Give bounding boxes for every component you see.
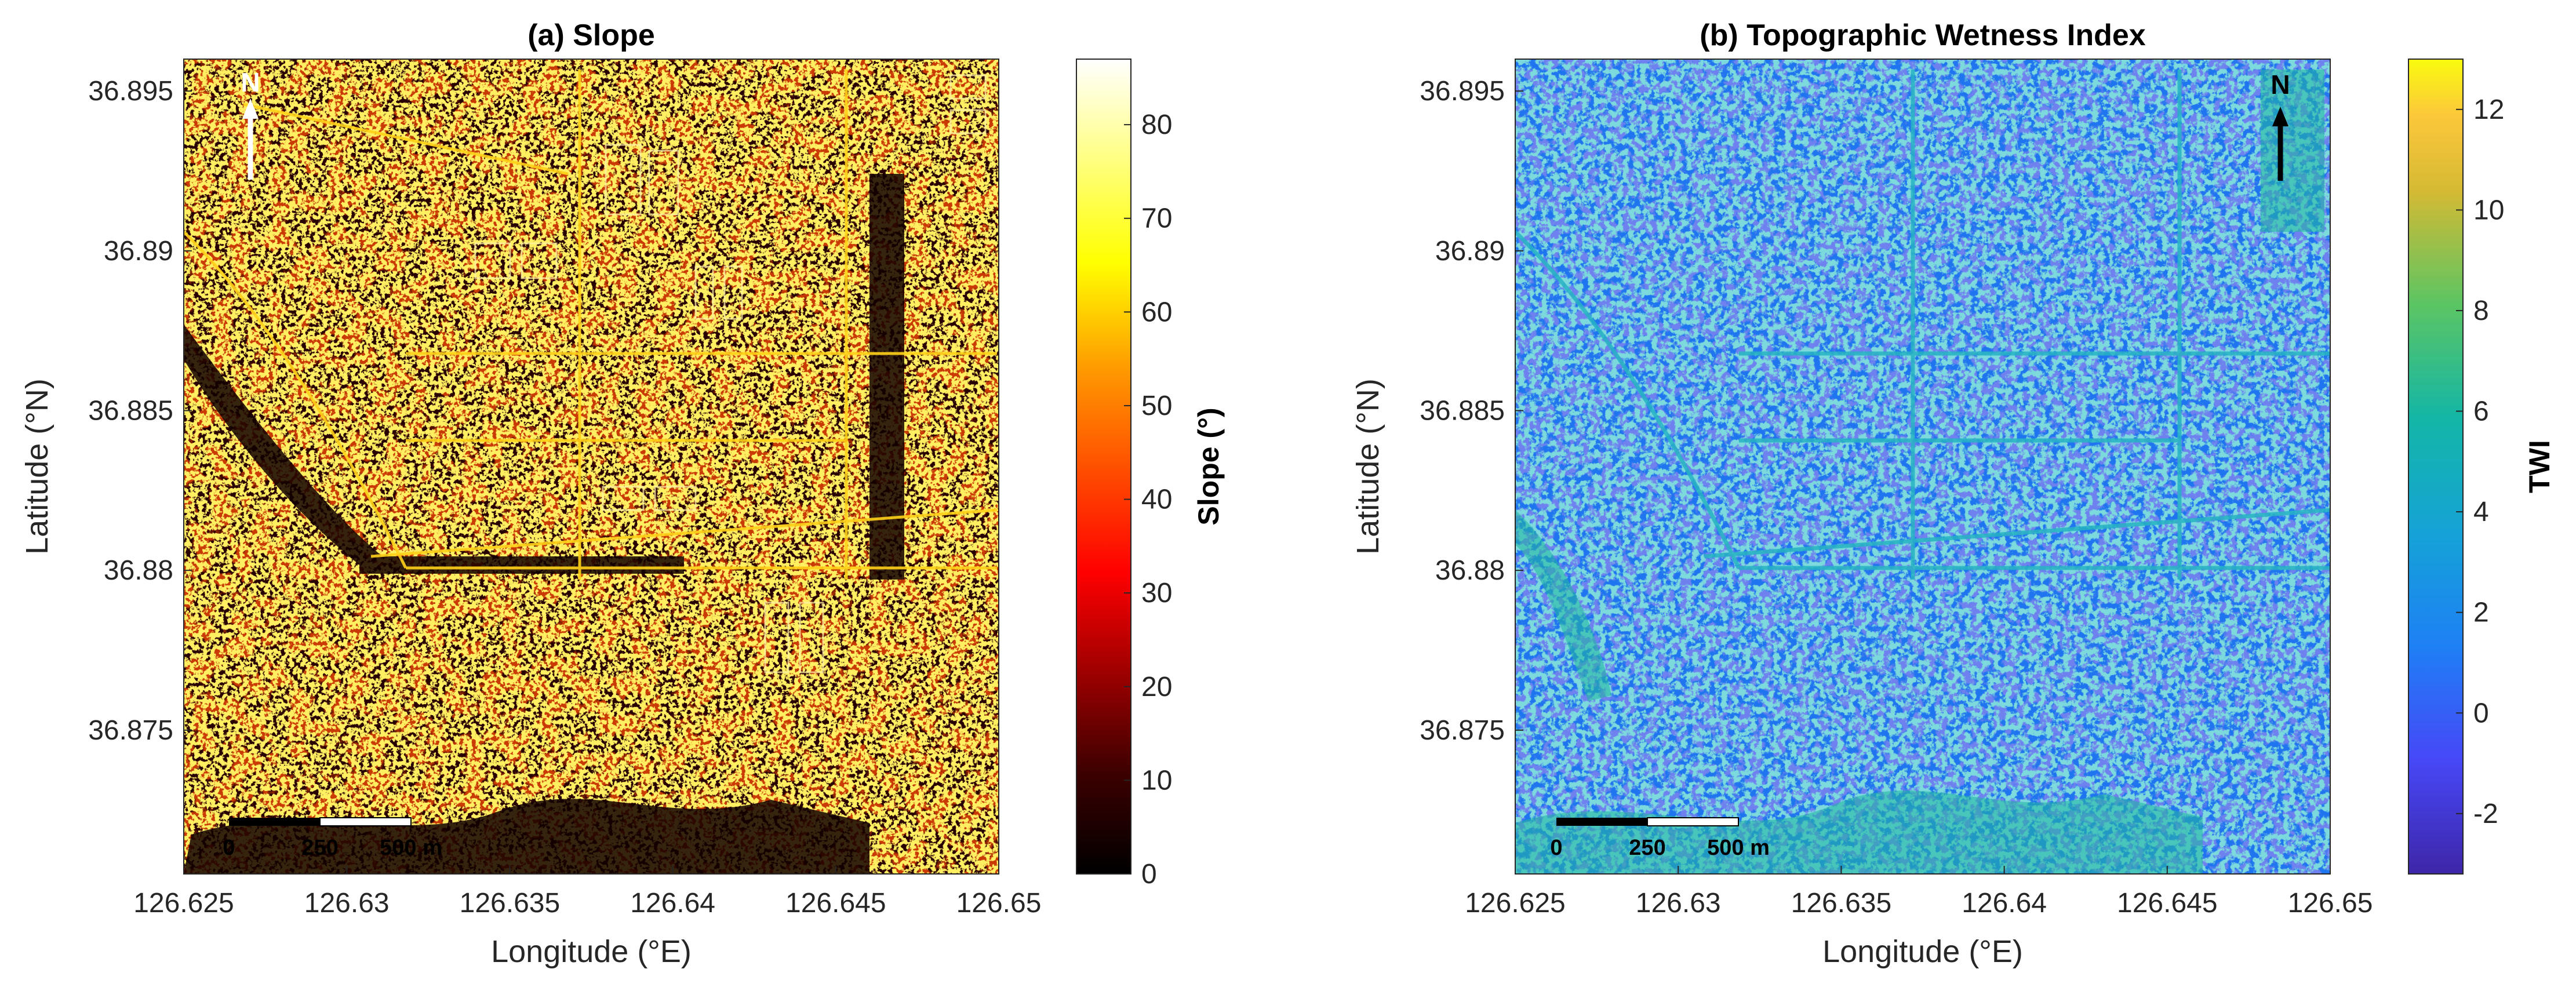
x-tick-label: 126.63 (304, 888, 390, 919)
colorbar-tick-label: 40 (1141, 484, 1172, 515)
x-tick-label: 126.645 (785, 888, 886, 919)
colorbar-tick-label: 12 (2473, 94, 2504, 125)
colorbar-tick-label: 10 (1141, 765, 1172, 796)
colorbar-tick-label: 0 (1141, 859, 1157, 890)
twi-wet-channels (1515, 70, 2324, 874)
y-tick-label: 36.885 (1420, 396, 1505, 427)
y-tick-label: 36.89 (1435, 236, 1505, 267)
x-tick-label: 126.63 (1636, 888, 1721, 919)
y-tick-label: 36.88 (104, 555, 173, 586)
scale-bar: 0 250 500 m (1550, 817, 1770, 860)
colorbar-tick-label: 70 (1141, 203, 1172, 234)
x-axis: 126.625 126.63 126.635 126.64 126.645 126.65 (1465, 866, 2373, 919)
panel-title: (a) Slope (527, 19, 655, 52)
colorbar-label: TWI (2523, 440, 2556, 493)
colorbar-tick-label: 4 (2473, 497, 2489, 527)
y-tick-label: 36.885 (88, 396, 173, 427)
colorbar-tick-label: 8 (2473, 296, 2489, 326)
scale-bar-label-250: 250 (1629, 836, 1665, 860)
y-tick-label: 36.895 (88, 76, 173, 107)
scale-bar-label-0: 0 (223, 836, 235, 860)
x-tick-label: 126.625 (133, 888, 234, 919)
colorbar-tick-label: 10 (2473, 195, 2504, 225)
y-axis-label: Latitude (°N) (20, 378, 54, 555)
scale-bar-label-500: 500 m (1707, 836, 1770, 860)
colorbar-tick-label: 80 (1141, 110, 1172, 140)
x-axis-label: Longitude (°E) (1822, 934, 2023, 969)
slope-building-blocks (474, 74, 987, 673)
colorbar-tick-label: 50 (1141, 391, 1172, 421)
twi-raster (1515, 59, 2330, 874)
colorbar-tick-label: 20 (1141, 672, 1172, 702)
slope-raster (184, 59, 999, 874)
colorbar-tick-label: 60 (1141, 297, 1172, 327)
north-arrow: N (241, 67, 260, 180)
colorbar: -2 0 2 4 6 8 10 12 TWI (2408, 59, 2556, 875)
north-arrow: N (2271, 70, 2290, 181)
colorbar-tick-label: 6 (2473, 396, 2489, 427)
north-arrow-label: N (241, 67, 260, 97)
scale-bar-label-0: 0 (1550, 836, 1562, 860)
y-axis: 36.895 36.89 36.885 36.88 36.875 (1420, 76, 1523, 746)
map-frame (183, 59, 999, 875)
map-frame (1515, 59, 2331, 875)
colorbar-tick-label: 30 (1141, 578, 1172, 609)
x-tick-label: 126.635 (460, 888, 561, 919)
scale-bar: 0 250 500 m (223, 817, 442, 860)
panel-twi: (b) Topographic Wetness Index N (1351, 19, 2556, 969)
slope-flat-areas (184, 174, 904, 874)
panel-slope: (a) Slope (20, 19, 1225, 969)
y-tick-label: 36.88 (1435, 555, 1505, 586)
colorbar-tick-label: 2 (2473, 597, 2489, 628)
twi-road-network (1515, 70, 2330, 580)
scale-bar-label-250: 250 (301, 836, 338, 860)
slope-road-network (184, 70, 998, 580)
colorbar-tick-label: -2 (2473, 799, 2498, 829)
colorbar: 0 10 20 30 40 50 60 70 80 Slope (°) (1076, 59, 1225, 890)
x-tick-label: 126.65 (956, 888, 1042, 919)
colorbar-label: Slope (°) (1192, 407, 1225, 525)
x-tick-label: 126.64 (630, 888, 715, 919)
scale-bar-label-500: 500 m (380, 836, 442, 860)
x-tick-label: 126.645 (2117, 888, 2218, 919)
panel-title: (b) Topographic Wetness Index (1700, 19, 2146, 52)
colorbar-tick-label: 0 (2473, 698, 2489, 728)
y-tick-label: 36.895 (1420, 76, 1505, 107)
x-tick-label: 126.625 (1465, 888, 1566, 919)
x-axis-label: Longitude (°E) (491, 934, 692, 969)
y-tick-label: 36.875 (1420, 715, 1505, 746)
y-axis-label: Latitude (°N) (1351, 378, 1385, 555)
y-axis: 36.895 36.89 36.885 36.88 36.875 (88, 76, 192, 746)
x-axis: 126.625 126.63 126.635 126.64 126.645 126.65 (133, 866, 1041, 919)
x-tick-label: 126.635 (1791, 888, 1892, 919)
y-tick-label: 36.89 (104, 236, 173, 267)
x-tick-label: 126.64 (1962, 888, 2047, 919)
north-arrow-label: N (2271, 70, 2290, 100)
y-tick-label: 36.875 (88, 715, 173, 746)
x-tick-label: 126.65 (2288, 888, 2373, 919)
